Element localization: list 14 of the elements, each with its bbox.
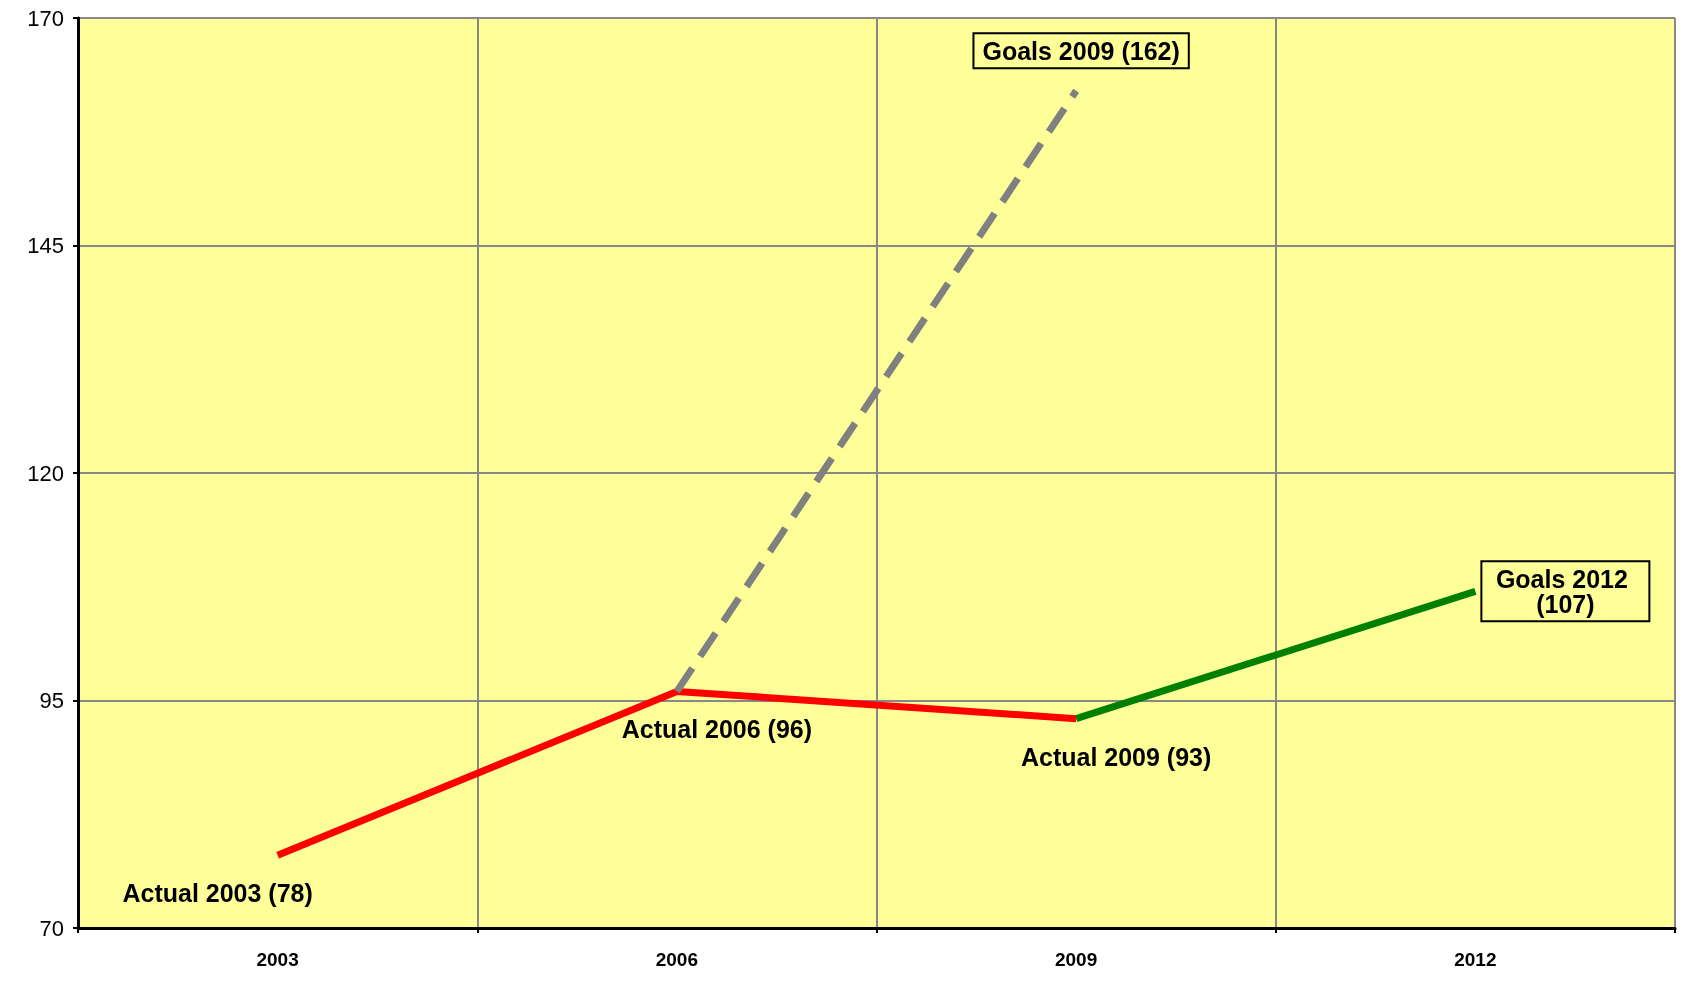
annotation: Goals 2012 (107) [1495,564,1635,618]
x-tick-label: 2006 [655,949,699,970]
y-tick-label: 70 [39,915,64,941]
y-tick-label: 120 [27,460,64,486]
x-tick-label: 2009 [1054,949,1098,970]
annotation: Goals 2009 (162) [982,36,1180,65]
annotation: Actual 2003 (78) [122,879,313,908]
y-tick-label: 145 [27,233,64,258]
x-tick-label: 2012 [1454,949,1497,970]
y-tick-label: 95 [39,688,64,713]
x-tick-label: 2003 [256,949,299,970]
y-tick-label: 170 [27,5,64,31]
annotation: Actual 2009 (93) [1020,742,1212,771]
annotation: Actual 2006 (96) [621,715,813,744]
